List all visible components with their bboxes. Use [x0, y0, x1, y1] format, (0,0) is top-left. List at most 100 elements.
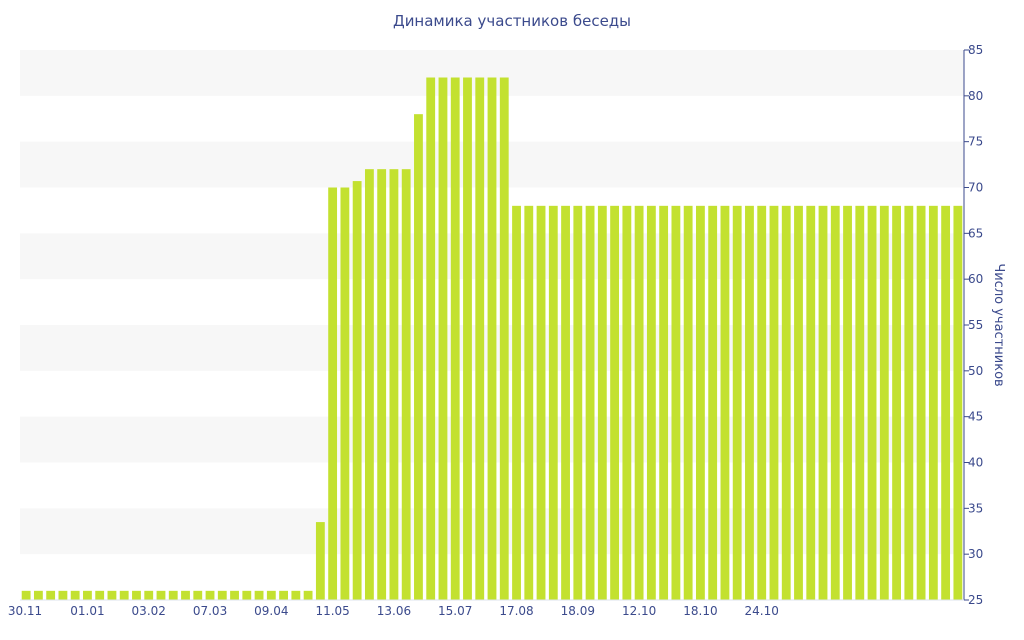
bar[interactable] [426, 77, 436, 601]
x-tick-label: 18.10 [683, 604, 717, 618]
bar[interactable] [119, 590, 129, 600]
bar[interactable] [499, 77, 509, 601]
bar[interactable] [524, 205, 534, 600]
bar[interactable] [548, 205, 558, 600]
bar[interactable] [144, 590, 154, 600]
bar[interactable] [745, 205, 754, 600]
bar[interactable] [279, 590, 288, 600]
bar[interactable] [781, 205, 791, 600]
bar[interactable] [364, 169, 374, 601]
bar[interactable] [33, 590, 43, 600]
bar[interactable] [107, 590, 117, 600]
bar[interactable] [254, 590, 264, 600]
bar[interactable] [928, 205, 938, 600]
bar[interactable] [303, 590, 313, 600]
x-tick-label: 18.09 [561, 604, 595, 618]
y-tick-label: 25 [968, 593, 983, 607]
bar[interactable] [806, 205, 816, 600]
bar[interactable] [597, 205, 607, 600]
bar[interactable] [757, 205, 767, 600]
bar[interactable] [708, 205, 718, 600]
bar[interactable] [720, 205, 730, 600]
bar[interactable] [475, 77, 485, 601]
y-tick-label: 40 [968, 456, 983, 470]
bar[interactable] [659, 205, 669, 600]
bar[interactable] [696, 205, 705, 600]
bar[interactable] [83, 590, 92, 600]
bars [21, 77, 963, 601]
bar[interactable] [769, 205, 779, 600]
bar[interactable] [646, 205, 656, 600]
chart-title: Динамика участников беседы [392, 12, 632, 30]
x-tick-label: 09.04 [254, 604, 288, 618]
bar[interactable] [463, 77, 472, 601]
x-tick-label: 03.02 [132, 604, 166, 618]
bar[interactable] [585, 205, 595, 600]
bar[interactable] [242, 590, 252, 600]
bar[interactable] [855, 205, 865, 600]
bar[interactable] [156, 590, 166, 600]
bar[interactable] [573, 205, 583, 600]
x-tick-label: 17.08 [499, 604, 533, 618]
bar[interactable] [205, 590, 215, 600]
bar[interactable] [561, 205, 570, 600]
bar[interactable] [132, 590, 141, 600]
bar[interactable] [352, 181, 362, 600]
bar[interactable] [401, 169, 411, 601]
bar[interactable] [414, 114, 423, 601]
bar[interactable] [843, 205, 852, 600]
bar[interactable] [70, 590, 80, 600]
bar[interactable] [328, 187, 338, 601]
bar[interactable] [21, 590, 31, 600]
bar[interactable] [230, 590, 239, 600]
bar[interactable] [291, 590, 301, 600]
bar[interactable] [217, 590, 227, 600]
bar[interactable] [941, 205, 951, 600]
y-tick-label: 45 [968, 410, 983, 424]
bar[interactable] [671, 205, 681, 600]
bar[interactable] [168, 590, 178, 600]
x-tick-label: 24.10 [745, 604, 779, 618]
bar[interactable] [536, 205, 546, 600]
bar[interactable] [95, 590, 105, 600]
bar[interactable] [193, 590, 203, 600]
bar[interactable] [46, 590, 56, 600]
bar[interactable] [683, 205, 693, 600]
y-tick-label: 30 [968, 547, 983, 561]
bar[interactable] [266, 590, 276, 600]
y-tick-label: 55 [968, 318, 983, 332]
bar[interactable] [879, 205, 889, 600]
x-tick-label: 30.11 [8, 604, 42, 618]
bar[interactable] [622, 205, 632, 600]
x-tick-label: 13.06 [377, 604, 411, 618]
bar[interactable] [340, 187, 350, 601]
bar[interactable] [377, 169, 387, 601]
x-tick-label: 07.03 [193, 604, 227, 618]
y-axis-title: Число участников [991, 263, 1006, 386]
bar[interactable] [867, 205, 877, 600]
bar[interactable] [794, 205, 803, 600]
bar[interactable] [953, 205, 963, 600]
bar[interactable] [487, 77, 497, 601]
bar[interactable] [181, 590, 190, 600]
bar[interactable] [610, 205, 620, 600]
bar[interactable] [916, 205, 926, 600]
y-tick-label: 35 [968, 501, 983, 515]
bar[interactable] [58, 590, 68, 600]
bar[interactable] [892, 205, 901, 600]
y-ticks: 25 30 35 40 45 50 55 60 65 70 75 80 85 [964, 43, 983, 607]
bar[interactable] [904, 205, 914, 600]
bar[interactable] [389, 169, 399, 601]
x-tick-label: 12.10 [622, 604, 656, 618]
bar[interactable] [634, 205, 644, 600]
x-tick-label: 01.01 [70, 604, 104, 618]
bar[interactable] [512, 205, 521, 600]
bar[interactable] [830, 205, 840, 600]
y-tick-label: 70 [968, 181, 983, 195]
bar[interactable] [450, 77, 460, 601]
bar[interactable] [315, 522, 325, 600]
bar[interactable] [732, 205, 742, 600]
bar[interactable] [818, 205, 828, 600]
bar[interactable] [438, 77, 448, 601]
